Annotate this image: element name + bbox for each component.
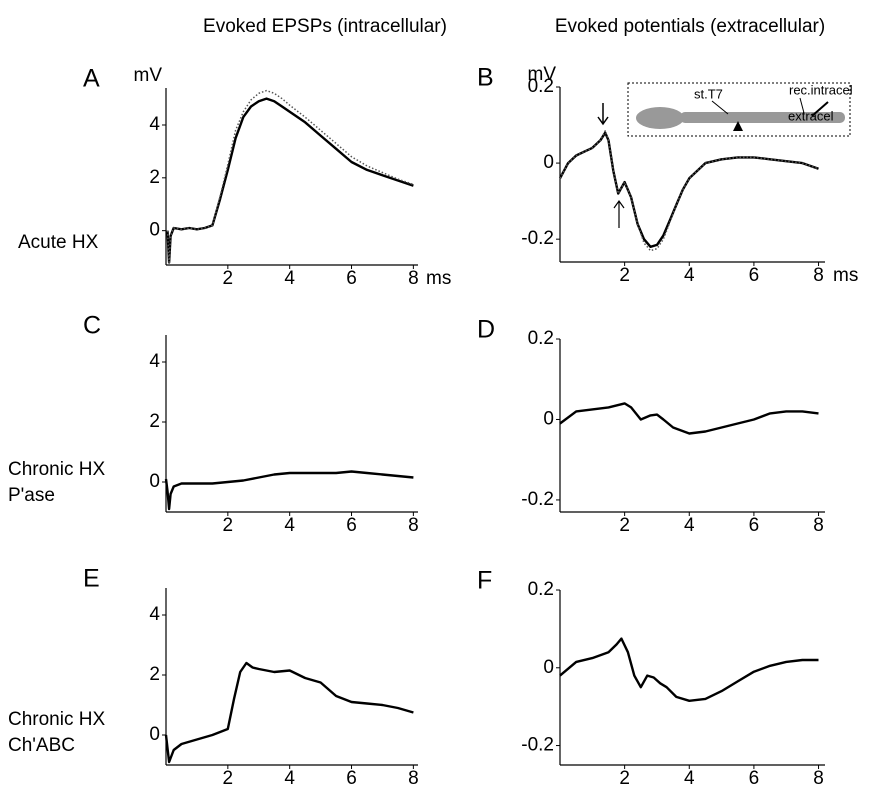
y-tick-label: 0 bbox=[543, 408, 554, 429]
panel-letter: B bbox=[477, 64, 494, 92]
column-title: Evoked potentials (extracellular) bbox=[555, 16, 825, 37]
y-tick-label: -0.2 bbox=[521, 489, 554, 510]
x-tick-label: 8 bbox=[813, 515, 824, 536]
inset-frame bbox=[627, 82, 851, 137]
pointer bbox=[799, 97, 805, 114]
inset-label: st.T7 bbox=[694, 86, 723, 101]
y-tick-label: -0.2 bbox=[521, 735, 554, 756]
x-tick-label: 8 bbox=[813, 768, 824, 789]
x-tick-label: 4 bbox=[284, 768, 295, 789]
x-tick-label: 2 bbox=[619, 515, 630, 536]
trace bbox=[559, 130, 819, 252]
x-tick-label: 8 bbox=[408, 515, 419, 536]
x-tick-label: 4 bbox=[284, 515, 295, 536]
row-label: Chronic HX bbox=[8, 459, 105, 480]
x-tick-label: 2 bbox=[223, 768, 234, 789]
stim-marker bbox=[733, 121, 743, 131]
x-tick-label: 4 bbox=[684, 768, 695, 789]
trace bbox=[558, 131, 819, 248]
y-tick-label: -0.2 bbox=[521, 228, 554, 249]
arrow bbox=[597, 103, 609, 126]
y-tick-label: 2 bbox=[149, 664, 160, 685]
y-tick-label: 4 bbox=[149, 351, 160, 372]
y-tick-label: 2 bbox=[149, 411, 160, 432]
column-title: Evoked EPSPs (intracellular) bbox=[203, 16, 447, 37]
x-tick-label: 8 bbox=[408, 768, 419, 789]
trace bbox=[164, 661, 414, 764]
x-tick-label: 8 bbox=[408, 268, 419, 289]
inset bbox=[627, 82, 851, 137]
y-tick-label: 4 bbox=[149, 114, 160, 135]
x-tick-label: 4 bbox=[684, 265, 695, 286]
x-tick-label: 6 bbox=[346, 515, 357, 536]
x-tick-label: 2 bbox=[223, 268, 234, 289]
pointer bbox=[711, 100, 729, 115]
y-tick-label: 2 bbox=[149, 167, 160, 188]
x-axis-label: ms bbox=[426, 268, 451, 289]
x-tick-label: 2 bbox=[619, 265, 630, 286]
x-tick-label: 8 bbox=[813, 265, 824, 286]
inset-label: rec.intracel bbox=[789, 82, 853, 97]
brain-shape bbox=[636, 107, 684, 129]
inset-label: extracel bbox=[788, 108, 834, 123]
y-axis-label: mV bbox=[134, 65, 163, 86]
x-tick-label: 6 bbox=[749, 768, 760, 789]
y-tick-label: 0 bbox=[149, 471, 160, 492]
y-axis-label: mV bbox=[528, 64, 557, 85]
row-label: Chronic HX bbox=[8, 709, 105, 730]
panel-letter: F bbox=[477, 567, 492, 595]
y-tick-label: 0.2 bbox=[528, 328, 554, 349]
panel-letter: A bbox=[83, 65, 100, 93]
trace bbox=[559, 637, 819, 702]
y-tick-label: 0 bbox=[149, 220, 160, 241]
y-tick-label: 0.2 bbox=[528, 76, 554, 97]
row-label: P'ase bbox=[8, 485, 55, 506]
x-tick-label: 6 bbox=[749, 265, 760, 286]
y-tick-label: 0 bbox=[543, 657, 554, 678]
cord-shape bbox=[680, 112, 845, 123]
trace bbox=[166, 89, 414, 264]
row-label: Acute HX bbox=[18, 232, 99, 253]
arrow bbox=[613, 199, 625, 228]
x-tick-label: 6 bbox=[749, 515, 760, 536]
x-tick-label: 6 bbox=[346, 268, 357, 289]
y-tick-label: 4 bbox=[149, 604, 160, 625]
pointer bbox=[811, 101, 829, 117]
trace bbox=[166, 97, 414, 264]
y-tick-label: 0.2 bbox=[528, 579, 554, 600]
y-tick-label: 0 bbox=[149, 724, 160, 745]
x-tick-label: 4 bbox=[284, 268, 295, 289]
row-label: Ch'ABC bbox=[8, 735, 75, 756]
panel-letter: E bbox=[83, 565, 100, 593]
x-tick-label: 6 bbox=[346, 768, 357, 789]
panel-letter: C bbox=[83, 312, 101, 340]
x-tick-label: 2 bbox=[223, 515, 234, 536]
x-tick-label: 2 bbox=[619, 768, 630, 789]
y-tick-label: 0 bbox=[543, 152, 554, 173]
x-axis-label: ms bbox=[833, 265, 858, 286]
x-tick-label: 4 bbox=[684, 515, 695, 536]
panel-letter: D bbox=[477, 316, 495, 344]
trace bbox=[164, 470, 414, 511]
trace bbox=[559, 402, 819, 435]
